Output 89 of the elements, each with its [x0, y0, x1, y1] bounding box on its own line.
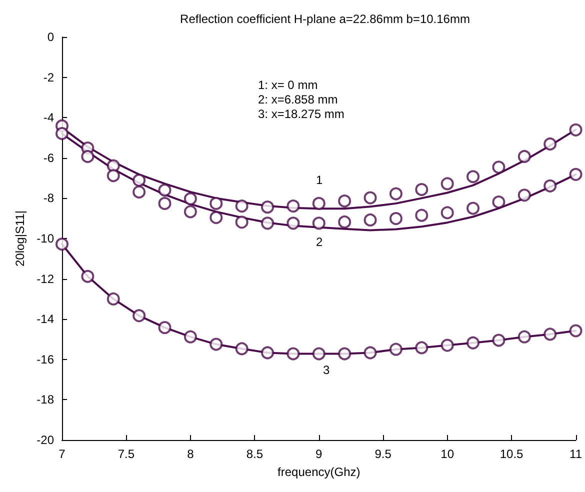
point [312, 347, 326, 360]
y-axis-title: 20log|S11| [12, 210, 27, 267]
point [338, 194, 352, 208]
point [338, 347, 352, 360]
y-tick-label: 0 [47, 30, 54, 44]
point [184, 205, 197, 218]
point [364, 346, 377, 360]
x-tick-label: 9 [316, 447, 323, 461]
x-tick-label: 8.5 [246, 447, 264, 461]
point [56, 127, 68, 140]
point [389, 212, 402, 226]
point [210, 211, 223, 224]
annotation: 3: x=18.275 mm [258, 107, 344, 121]
point [106, 292, 120, 306]
annotation: 1 [316, 173, 323, 187]
chart-title: Reflection coefficient H-plane a=22.86mm b=10.16mm [180, 12, 470, 26]
y-tick-label: -2 [43, 70, 54, 84]
point [210, 338, 223, 351]
point [338, 215, 352, 228]
x-axis-title: frequency(Ghz) [278, 465, 360, 479]
point [389, 342, 402, 356]
y-tick-label: -16 [36, 352, 54, 366]
x-tick-label: 11 [570, 447, 582, 461]
point [466, 170, 480, 184]
y-tick-label: -20 [36, 433, 54, 447]
point [158, 196, 172, 210]
point [286, 200, 300, 213]
y-tick-label: -4 [43, 110, 54, 125]
annotation: 1: x= 0 mm [258, 78, 318, 92]
point [56, 238, 68, 251]
point [286, 347, 300, 360]
point [235, 342, 248, 356]
point [235, 216, 248, 229]
point [415, 341, 428, 354]
annotation: 3 [323, 363, 330, 377]
point [440, 177, 454, 190]
x-tick-label: 10.5 [500, 447, 524, 461]
annotation: 2 [316, 235, 323, 249]
point [286, 216, 300, 230]
point [544, 179, 557, 192]
point [466, 202, 480, 215]
point [261, 216, 274, 230]
point [312, 196, 326, 210]
point [235, 200, 248, 213]
y-tick-label: -18 [36, 392, 54, 407]
point [132, 174, 146, 187]
point [364, 191, 377, 204]
x-tick-label: 7 [58, 447, 66, 461]
point [364, 213, 377, 226]
y-tick-label: -6 [43, 150, 54, 165]
annotation: 2: x=6.858 mm [258, 92, 338, 106]
point [569, 324, 582, 338]
point [184, 192, 197, 206]
point [466, 336, 480, 350]
point [81, 150, 94, 163]
point [544, 138, 557, 150]
point [440, 206, 454, 220]
point [389, 187, 402, 200]
point [261, 200, 274, 214]
point [415, 208, 428, 222]
point [518, 150, 531, 163]
point [518, 330, 531, 344]
x-tick-label: 7.5 [118, 447, 135, 461]
point [106, 169, 120, 182]
point [132, 309, 146, 322]
point [81, 270, 94, 283]
point [569, 168, 582, 181]
x-tick-label: 10 [440, 447, 454, 461]
point [158, 184, 172, 197]
x-tick-label: 8 [187, 447, 194, 461]
point [492, 196, 506, 209]
point [544, 328, 557, 341]
point [261, 346, 274, 360]
point [518, 188, 531, 202]
point [569, 123, 582, 136]
point [312, 216, 326, 230]
x-tick-label: 9.5 [374, 447, 392, 461]
y-tick-label: -12 [36, 272, 54, 286]
point [415, 183, 428, 196]
y-tick-label: -8 [43, 191, 54, 206]
point [210, 196, 223, 210]
y-tick-label: -14 [36, 312, 54, 326]
point [132, 185, 146, 198]
point [492, 160, 506, 174]
point [158, 321, 172, 334]
point [440, 338, 454, 352]
point [492, 334, 506, 347]
point [184, 330, 197, 344]
y-tick-label: -10 [36, 232, 54, 246]
